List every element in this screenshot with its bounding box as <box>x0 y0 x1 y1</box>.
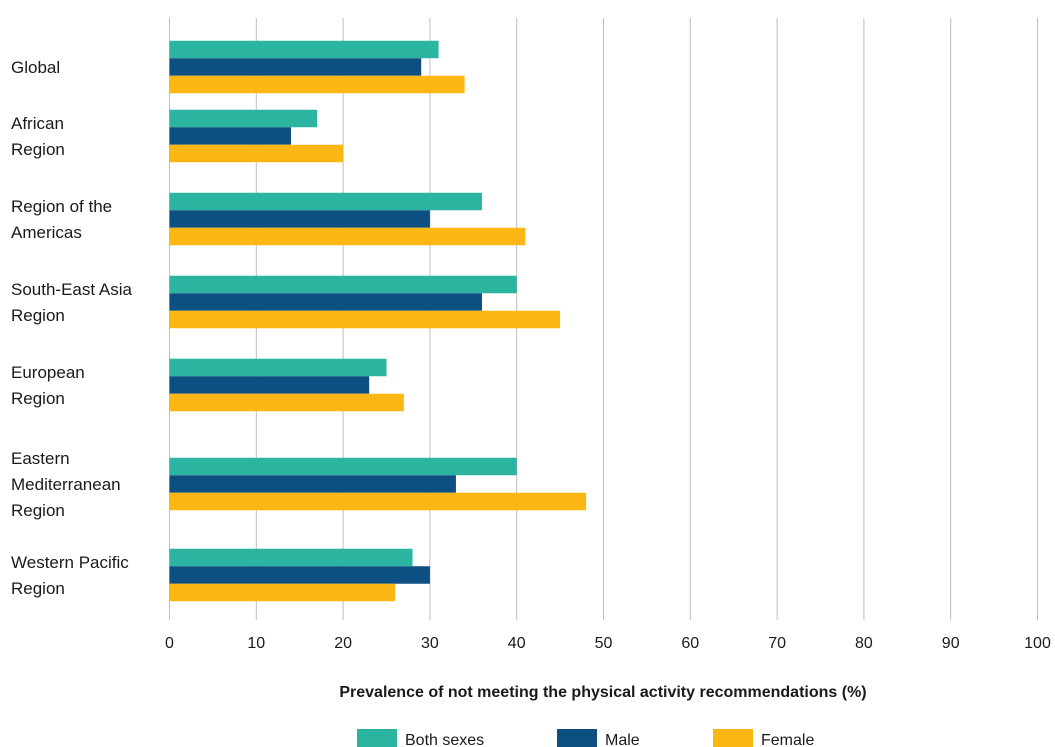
legend-swatch <box>557 729 597 747</box>
bar-male <box>169 566 430 584</box>
category-label: Eastern Mediterranean Region <box>11 449 121 520</box>
bar-both-sexes <box>169 358 387 377</box>
bar-both-sexes <box>169 192 482 211</box>
category-label: South-East Asia Region <box>11 280 133 325</box>
x-tick-label: 30 <box>421 635 439 652</box>
bar-both-sexes <box>169 109 318 128</box>
legend-label: Male <box>605 732 640 747</box>
legend-swatch <box>357 729 397 747</box>
bar-both-sexes <box>169 457 517 476</box>
bar-female <box>169 227 526 246</box>
legend-label: Female <box>761 732 814 747</box>
bar-male <box>169 58 422 76</box>
legend-swatch <box>713 729 753 747</box>
x-tick-label: 80 <box>855 635 873 652</box>
category-label: Region of the Americas <box>11 197 112 242</box>
x-tick-label: 0 <box>165 635 174 652</box>
category-labels: Global African Region Region of the Americas… <box>11 58 133 598</box>
category-label: African Region <box>11 114 65 159</box>
bar-male <box>169 210 430 228</box>
category-label: European Region <box>11 363 85 408</box>
bar-both-sexes <box>169 40 439 59</box>
bar-female <box>169 310 561 329</box>
x-tick-labels: 0 10 20 30 40 50 60 70 80 90 100 <box>165 635 1051 652</box>
category-label: Western Pacific Region <box>11 553 129 598</box>
x-tick-label: 50 <box>595 635 613 652</box>
x-axis-title: Prevalence of not meeting the physical a… <box>339 684 866 701</box>
bar-male <box>169 127 292 145</box>
x-tick-label: 10 <box>247 635 265 652</box>
bar-both-sexes <box>169 548 413 567</box>
x-tick-label: 100 <box>1024 635 1051 652</box>
bar-male <box>169 475 456 493</box>
bar-male <box>169 293 482 311</box>
x-tick-label: 60 <box>681 635 699 652</box>
bar-male <box>169 376 370 394</box>
bar-female <box>169 75 465 94</box>
bar-both-sexes <box>169 275 517 294</box>
x-tick-label: 40 <box>508 635 526 652</box>
bar-female <box>169 393 404 412</box>
x-tick-label: 70 <box>768 635 786 652</box>
x-tick-label: 20 <box>334 635 352 652</box>
x-tick-label: 90 <box>942 635 960 652</box>
legend-label: Both sexes <box>405 732 484 747</box>
bar-female <box>169 144 344 163</box>
category-label: Global <box>11 58 60 77</box>
bars <box>169 40 587 602</box>
bar-female <box>169 492 587 511</box>
legend: Both sexes Male Female <box>357 729 814 747</box>
bar-female <box>169 583 396 602</box>
